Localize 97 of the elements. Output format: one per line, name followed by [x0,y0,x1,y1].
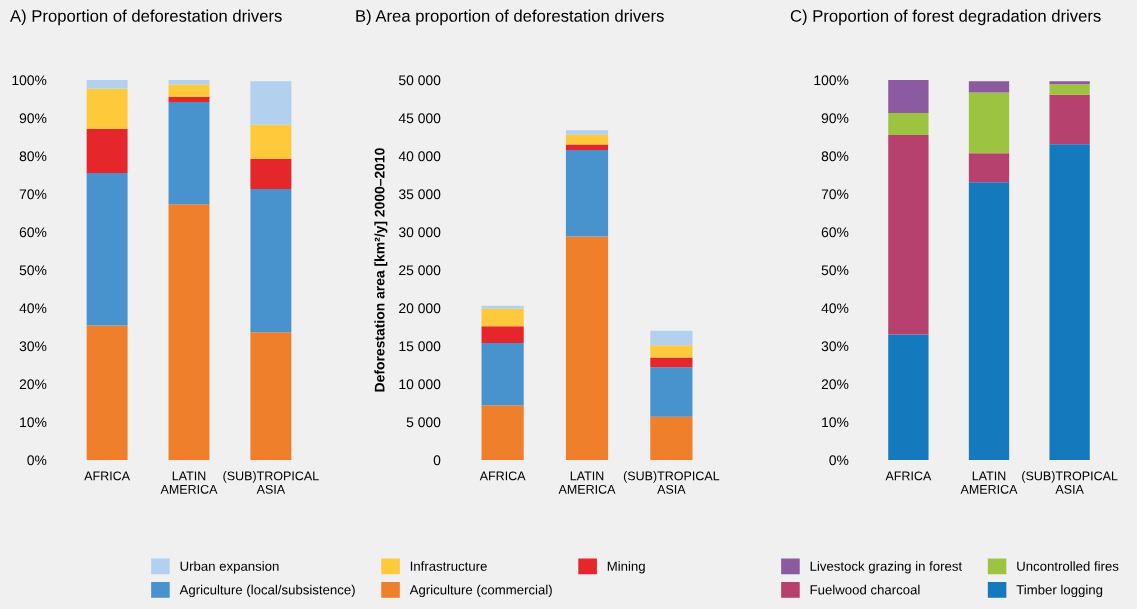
y-tick-label: 45 000 [398,113,441,124]
y-tick-label: 70% [821,189,849,200]
bar [481,342,524,406]
bar [888,113,929,136]
bar [86,88,128,130]
bar [481,405,524,460]
bar [168,80,210,85]
chart-title: B) Area proportion of deforestation drivers [356,9,664,26]
bar [888,334,929,460]
x-tick-label: LATIN AMERICA [558,471,616,494]
bar [250,81,292,125]
legend-label: Mining [607,561,645,574]
y-tick-label: 5 000 [406,417,441,428]
legend-label: Agriculture (commercial) [409,584,552,598]
x-tick-label: AFRICA [885,471,932,481]
bar [86,325,128,460]
bar [1049,144,1090,460]
y-tick-label: 50 000 [398,75,441,86]
bar [168,84,210,98]
y-tick-label: 50% [821,265,849,276]
bar [250,189,292,333]
y-tick-label: 0% [27,455,47,466]
x-tick-label: AFRICA [84,471,131,481]
bar [481,308,524,327]
legend-label: Uncontrolled fires [1017,561,1119,571]
bar [565,130,609,135]
y-tick-label: 80% [821,151,849,162]
bar [968,153,1010,183]
bar [86,80,128,89]
y-tick-label: 100% [814,75,849,86]
bar [968,92,1010,154]
legend-label: Fuelwood charcoal [810,584,920,595]
legend-label: Timber logging [1016,584,1103,598]
legend-label: Infrastructure [410,561,487,571]
y-tick-label: 30% [821,341,849,352]
y-tick-label: 0% [829,455,849,466]
y-tick-label: 40% [19,303,47,314]
y-tick-label: 20% [19,379,47,390]
y-tick-label: 35 000 [398,189,441,200]
chart-title: C) Proportion of forest degradation drivers [790,9,1101,26]
bar [1049,84,1090,95]
x-tick-label: (SUB)TROPICAL ASIA [223,471,319,494]
bar [481,305,524,309]
bar [650,345,693,358]
bar [650,330,693,346]
bar [888,135,929,335]
y-tick-label: 25 000 [399,265,441,276]
legend-label: Agriculture (local/subsistence) [179,584,355,598]
y-tick-label: 100% [12,75,47,86]
legend-label: Urban expansion [180,561,279,574]
y-tick-label: 90% [821,113,849,124]
bar [968,182,1010,460]
bar [168,204,210,460]
x-tick-label: AFRICA [479,471,526,481]
y-tick-label: 50% [19,265,47,276]
y-tick-label: 0 [433,455,441,466]
bar [968,81,1010,93]
bar [650,357,693,368]
x-tick-label: LATIN AMERICA [160,471,218,494]
y-axis-title: Deforestation area [km²/y] 2000–2010 [374,148,388,392]
bar [650,416,693,460]
bar [168,102,210,205]
y-tick-label: 10 000 [399,379,441,390]
bar [86,173,128,326]
bar [168,97,210,103]
y-tick-label: 10% [20,417,47,428]
bar [888,80,929,114]
chart-title: A) Proportion of deforestation drivers [10,9,282,26]
bar [565,149,609,237]
bar [250,332,292,460]
bar [481,326,524,343]
y-tick-label: 40 000 [398,151,441,162]
bar [565,236,609,460]
y-tick-label: 60% [19,227,47,238]
y-tick-label: 15 000 [399,341,441,352]
bar [250,159,292,190]
bar [650,367,693,417]
y-tick-label: 30% [19,341,47,352]
y-tick-label: 30 000 [398,227,441,238]
y-tick-label: 90% [19,113,47,124]
bar [1049,94,1090,145]
y-tick-label: 20% [821,379,849,390]
x-tick-label: LATIN AMERICA [960,471,1018,494]
legend-label: Livestock grazing in forest [810,561,963,574]
y-tick-label: 10% [822,417,849,428]
bar [1049,81,1090,85]
bar [86,129,128,174]
x-tick-label: (SUB)TROPICAL ASIA [623,471,720,494]
y-tick-label: 80% [19,151,47,162]
x-tick-label: (SUB)TROPICAL ASIA [1022,471,1118,494]
bar [250,124,292,160]
bar [565,144,609,150]
y-tick-label: 70% [19,189,47,200]
y-tick-label: 60% [821,227,849,238]
y-tick-label: 40% [821,303,849,314]
bar [565,134,609,145]
y-tick-label: 20 000 [399,303,441,314]
